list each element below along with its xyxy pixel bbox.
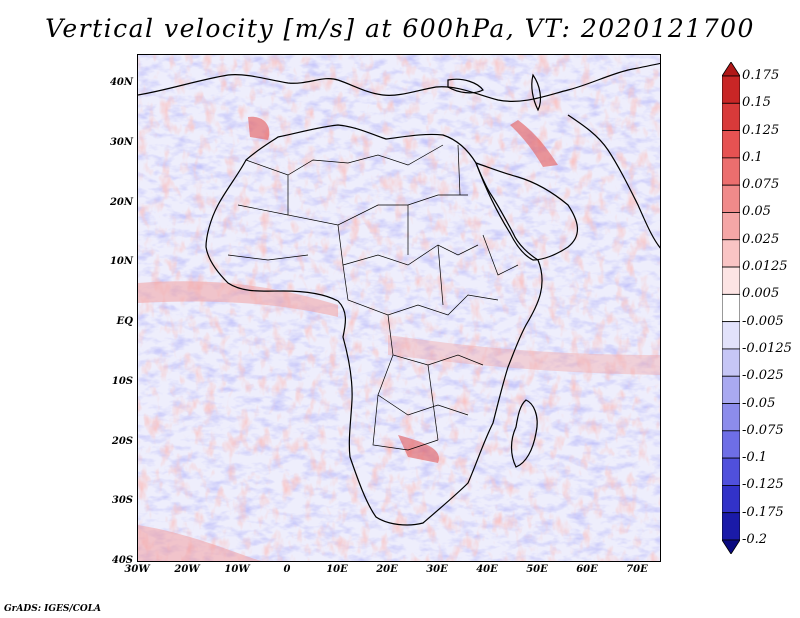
colorbar-level-label: 0.0125 xyxy=(742,259,788,275)
colorbar-bin xyxy=(722,102,740,131)
colorbar xyxy=(722,62,740,554)
colorbar-bin xyxy=(722,239,740,268)
colorbar-level-label: 0.075 xyxy=(742,177,780,193)
colorbar-bin xyxy=(722,403,740,432)
colorbar-level-label: 0.025 xyxy=(742,231,780,247)
lon-tick-label: 20W xyxy=(174,564,200,575)
colorbar-level-label: -0.05 xyxy=(742,395,776,411)
lat-tick-label: 20N xyxy=(109,196,133,208)
colorbar-level-label: 0.125 xyxy=(742,122,780,138)
coastlines xyxy=(138,62,660,526)
lon-tick-label: 20E xyxy=(376,564,398,575)
country-borders xyxy=(227,144,519,451)
colorbar-level-label: 0.05 xyxy=(742,204,771,220)
colorbar-bin xyxy=(722,430,740,459)
colorbar-level-label: 0.15 xyxy=(742,95,771,111)
colorbar-bin xyxy=(722,184,740,213)
lon-tick-label: 70E xyxy=(626,564,648,575)
lon-tick-label: 30W xyxy=(124,564,150,575)
lat-tick-label: 40S xyxy=(111,555,133,566)
colorbar-level-label: 0.005 xyxy=(742,286,780,302)
map-plot-area xyxy=(137,54,661,562)
lat-tick-label: 10S xyxy=(111,375,133,387)
colorbar-bin xyxy=(722,321,740,350)
colorbar-level-label: -0.1 xyxy=(742,450,768,466)
colorbar-bin xyxy=(722,130,740,159)
lat-tick-label: 30S xyxy=(111,495,133,507)
colorbar-level-label: -0.2 xyxy=(742,532,768,547)
colorbar-bin xyxy=(722,75,740,104)
lon-tick-label: 50E xyxy=(526,564,548,575)
colorbar-level-label: 0.1 xyxy=(742,149,763,165)
colorbar-bin xyxy=(722,266,740,295)
lat-tick-label: EQ xyxy=(116,316,133,327)
lat-tick-label: 10N xyxy=(109,256,133,268)
colorbar-level-label: -0.0125 xyxy=(742,340,792,356)
field-ascent-texture xyxy=(138,55,660,561)
itcz-ascent-band xyxy=(138,281,338,317)
colorbar-bin xyxy=(722,375,740,404)
southern-africa-ascent xyxy=(398,435,439,463)
colorbar-level-label: -0.075 xyxy=(742,422,784,438)
southern-ocean-ascent xyxy=(138,525,262,561)
lon-tick-label: 60E xyxy=(576,564,598,575)
map-title: Vertical velocity [m/s] at 600hPa, VT: 2… xyxy=(45,14,755,43)
colorbar-min-arrow xyxy=(722,539,740,554)
colorbar-bin xyxy=(722,512,740,541)
lon-tick-label: 10E xyxy=(326,564,348,575)
colorbar-bin xyxy=(722,457,740,486)
colorbar-max-arrow xyxy=(722,62,740,77)
colorbar-level-label: -0.175 xyxy=(742,504,784,520)
south-indian-ascent-band xyxy=(388,335,660,375)
colorbar-bin xyxy=(722,485,740,514)
colorbar-level-label: 0.175 xyxy=(742,68,780,83)
colorbar-level-label: -0.005 xyxy=(742,313,784,329)
colorbar-bin xyxy=(722,212,740,241)
lon-tick-label: 0 xyxy=(283,564,291,575)
lon-tick-label: 30E xyxy=(426,564,448,575)
lon-tick-label: 40E xyxy=(476,564,498,575)
map-field xyxy=(138,55,660,561)
colorbar-level-label: -0.025 xyxy=(742,368,784,384)
lat-tick-label: 20S xyxy=(111,435,133,447)
lon-tick-label: 10W xyxy=(224,564,250,575)
lat-tick-label: 40N xyxy=(109,77,133,88)
colorbar-bin xyxy=(722,348,740,377)
zagros-ascent xyxy=(510,120,558,167)
colorbar-level-label: -0.125 xyxy=(742,477,784,493)
grads-credit: GrADS: IGES/COLA xyxy=(4,604,102,614)
colorbar-bin xyxy=(722,157,740,186)
atlas-ascent xyxy=(248,116,270,140)
lat-tick-label: 30N xyxy=(109,136,133,148)
colorbar-bin xyxy=(722,293,740,323)
